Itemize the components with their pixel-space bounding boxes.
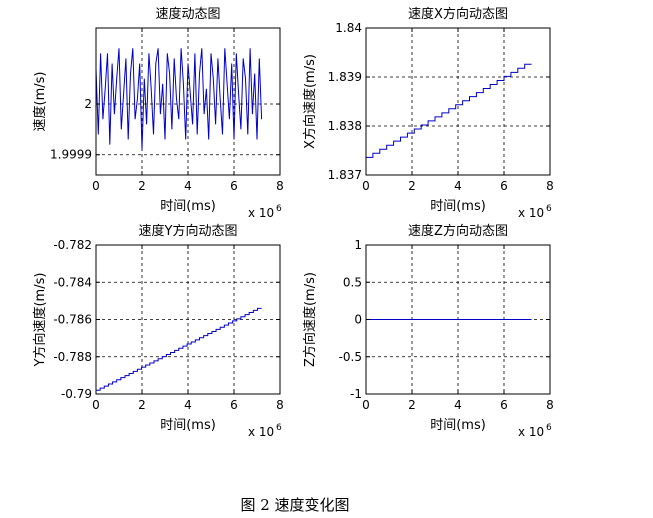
y-tick-label: -0.782 xyxy=(53,238,92,252)
y-axis-label: Z方向速度(m/s) xyxy=(302,272,318,367)
chart-panel-3: 0 2 4 6 8 -0.79 -0.788 -0.786 -0.784 -0.782 速度Y方向动… xyxy=(32,223,284,439)
x-tick-label: 0 xyxy=(362,398,370,412)
figure-caption: 图 2 速度变化图 xyxy=(240,496,350,514)
y-tick-label: 1.839 xyxy=(328,70,362,84)
x-axis-exponent: 6 xyxy=(276,423,282,433)
series-line xyxy=(366,63,532,158)
y-tick-label: 1.837 xyxy=(328,168,362,182)
x-axis-multiplier: x 10 xyxy=(248,425,274,439)
series-line xyxy=(96,307,262,391)
series-line xyxy=(95,48,263,150)
x-tick-label: 8 xyxy=(546,179,554,193)
x-tick-label: 8 xyxy=(276,179,284,193)
x-tick-label: 0 xyxy=(92,179,100,193)
x-tick-label: 4 xyxy=(454,398,462,412)
x-tick-label: 2 xyxy=(138,179,146,193)
x-tick-label: 2 xyxy=(408,179,416,193)
x-axis-multiplier: x 10 xyxy=(518,425,544,439)
x-axis-exponent: 6 xyxy=(546,204,552,214)
x-tick-label: 8 xyxy=(276,398,284,412)
chart-title: 速度X方向动态图 xyxy=(408,6,508,22)
y-tick-label: 1.9999 xyxy=(50,148,92,162)
y-tick-label: -1 xyxy=(350,387,362,401)
y-tick-label: 2 xyxy=(84,97,92,111)
x-tick-label: 2 xyxy=(408,398,416,412)
x-axis-exponent: 6 xyxy=(276,204,282,214)
chart-title: 速度动态图 xyxy=(155,6,220,22)
x-tick-label: 2 xyxy=(138,398,146,412)
x-tick-label: 8 xyxy=(546,398,554,412)
y-tick-label: -0.784 xyxy=(53,275,92,289)
y-tick-label: 0 xyxy=(354,313,362,327)
y-tick-label: -0.79 xyxy=(61,387,92,401)
x-axis-multiplier: x 10 xyxy=(518,206,544,220)
y-tick-label: 1 xyxy=(354,238,362,252)
y-tick-label: -0.5 xyxy=(339,350,362,364)
y-tick-label: 0.5 xyxy=(343,275,362,289)
y-tick-label: 1.84 xyxy=(335,21,362,35)
y-tick-label: -0.788 xyxy=(53,350,92,364)
x-axis-multiplier: x 10 xyxy=(248,206,274,220)
x-tick-label: 6 xyxy=(230,179,238,193)
x-tick-label: 4 xyxy=(184,179,192,193)
chart-title: 速度Y方向动态图 xyxy=(139,223,238,239)
chart-title: 速度Z方向动态图 xyxy=(408,223,508,239)
y-axis-label: Y方向速度(m/s) xyxy=(32,273,48,368)
x-axis-label: 时间(ms) xyxy=(160,418,216,433)
x-tick-label: 0 xyxy=(92,398,100,412)
x-tick-label: 6 xyxy=(500,398,508,412)
x-tick-label: 6 xyxy=(500,179,508,193)
x-axis-label: 时间(ms) xyxy=(430,199,486,214)
y-axis-label: 速度(m/s) xyxy=(32,72,48,132)
x-axis-label: 时间(ms) xyxy=(160,199,216,214)
y-axis-label: X方向速度(m/s) xyxy=(302,54,318,149)
y-tick-label: 1.838 xyxy=(328,119,362,133)
x-axis-exponent: 6 xyxy=(546,423,552,433)
x-tick-label: 4 xyxy=(184,398,192,412)
y-tick-label: -0.786 xyxy=(53,313,92,327)
x-axis-label: 时间(ms) xyxy=(430,418,486,433)
x-tick-label: 6 xyxy=(230,398,238,412)
x-tick-label: 0 xyxy=(362,179,370,193)
x-tick-label: 4 xyxy=(454,179,462,193)
